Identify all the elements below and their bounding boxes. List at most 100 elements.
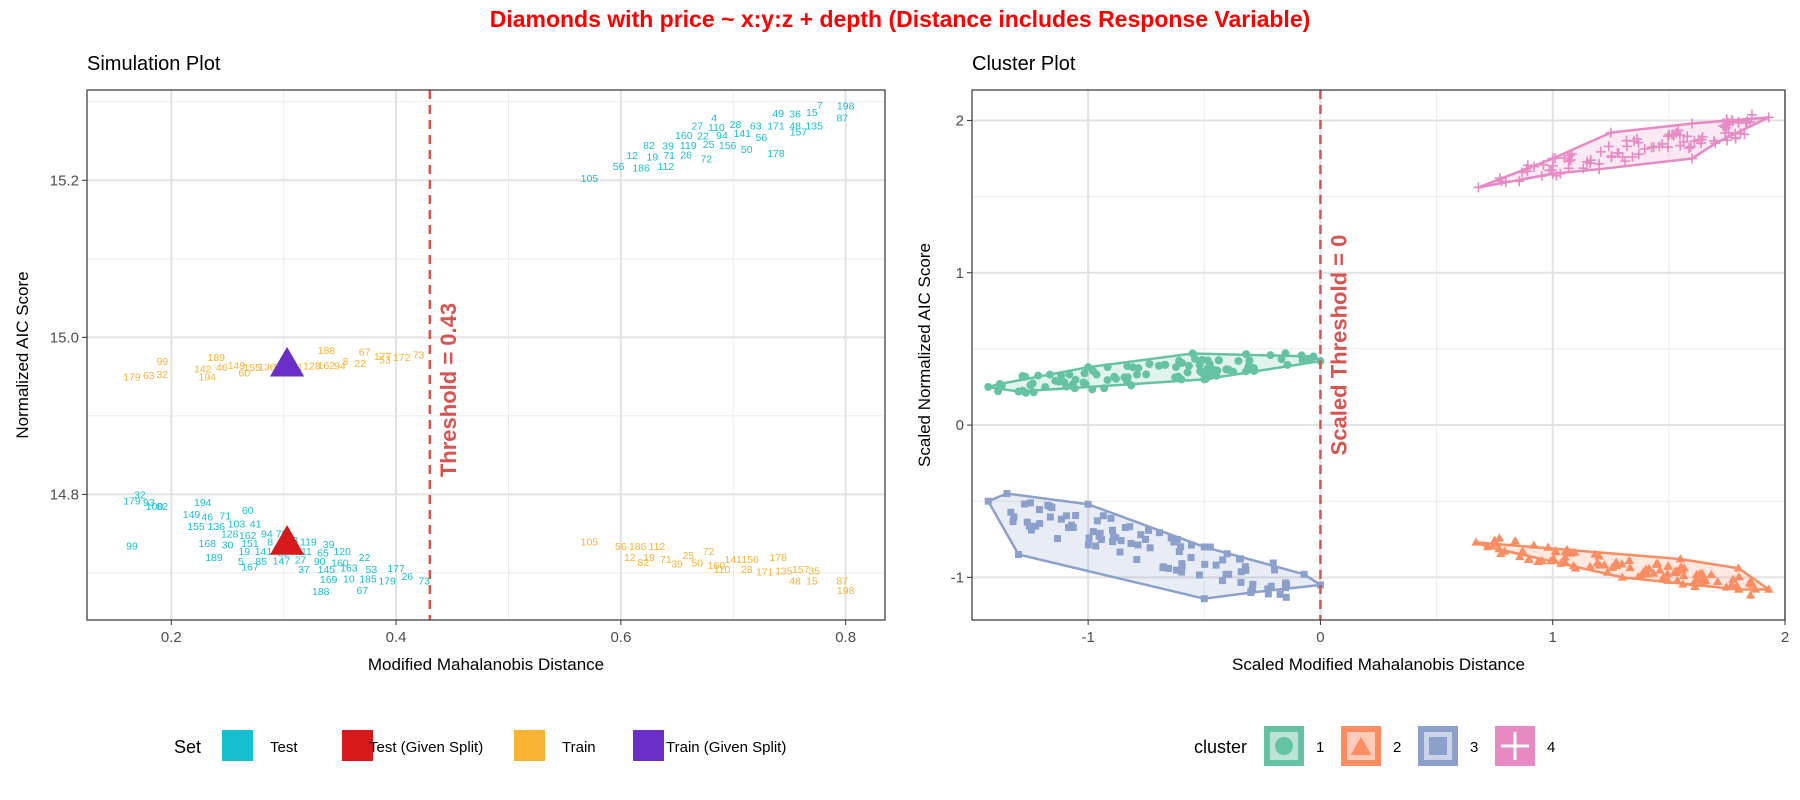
point-label: 82 [643, 140, 655, 152]
cluster-point [1084, 541, 1092, 549]
cluster-point [1642, 568, 1652, 578]
cluster-point [1045, 370, 1054, 379]
cluster-point [1165, 564, 1173, 572]
point-label: 149 [228, 360, 246, 372]
cluster-hull [987, 492, 1322, 600]
cluster-point [1133, 556, 1141, 564]
cluster-point [1750, 584, 1760, 593]
cluster-point [1034, 371, 1043, 380]
x-tick-label: 0.2 [161, 629, 182, 646]
cluster-point [1084, 500, 1092, 508]
cluster-point [1177, 375, 1186, 384]
cluster-point [1641, 564, 1651, 573]
point-label: 112 [648, 541, 665, 553]
point-label: 99 [156, 356, 168, 368]
cluster-point [1103, 363, 1112, 372]
plot-border [86, 89, 886, 621]
point-label: 99 [126, 540, 138, 552]
cluster-point [1021, 388, 1030, 397]
cluster-point [1201, 560, 1209, 568]
point-label: 26 [680, 149, 692, 161]
point-label: 194 [194, 497, 212, 509]
point-label: 171 [767, 120, 785, 132]
cluster-point [1120, 373, 1129, 382]
point-label: 39 [662, 141, 674, 153]
cluster-point [1215, 356, 1224, 365]
y-tick-label: 15.0 [50, 329, 79, 346]
cluster-point [1026, 499, 1034, 507]
cluster-point [1021, 372, 1030, 381]
cluster-point [1183, 368, 1192, 377]
cluster-point [1696, 576, 1707, 586]
cluster-point [1206, 371, 1215, 380]
x-tick-label: 0.8 [835, 629, 856, 646]
cluster-point [1316, 581, 1324, 589]
cluster-point [1219, 556, 1227, 564]
point-label: 119 [680, 140, 697, 152]
point-label: 177 [374, 351, 392, 363]
point-label: 12 [624, 552, 636, 564]
cluster-point [1212, 561, 1220, 569]
cluster-point [1171, 373, 1180, 382]
point-label: 163 [340, 562, 358, 574]
cluster-point [1096, 529, 1104, 537]
point-label: 39 [671, 558, 683, 570]
cluster-point [1175, 548, 1183, 556]
point-label: 156 [741, 554, 759, 566]
cluster-point [1496, 548, 1506, 558]
point-label: 53 [379, 354, 391, 366]
point-label: 135 [775, 566, 793, 578]
cluster-point [1242, 350, 1251, 359]
cluster-point [1570, 563, 1581, 572]
cluster-point [1132, 370, 1141, 379]
cluster-point [1560, 557, 1570, 566]
point-label: 63 [750, 120, 762, 132]
cluster-point [1126, 523, 1134, 531]
point-label: 189 [205, 552, 223, 564]
plot-border [971, 89, 1786, 621]
point-label: 105 [581, 536, 599, 548]
point-label: 141 [725, 554, 743, 566]
point-label: 162 [318, 360, 336, 372]
point-label: 32 [134, 489, 146, 501]
y-axis-label: Normalized AIC Score [13, 271, 32, 438]
cluster-point [1175, 356, 1184, 365]
cluster-point [1100, 384, 1109, 393]
cluster-point [1109, 526, 1117, 534]
cluster-point [1543, 542, 1553, 551]
panel-title: Cluster Plot [972, 53, 1076, 75]
legend-label: Test [270, 739, 298, 756]
point-label: 22 [354, 358, 366, 370]
cluster-point [1602, 567, 1613, 576]
legend-label: 2 [1393, 739, 1401, 756]
cluster-point [1663, 575, 1673, 584]
point-label: 94 [716, 130, 728, 142]
point-label: 50 [741, 144, 753, 156]
cluster-point [1035, 506, 1043, 514]
cluster-point [1695, 568, 1705, 578]
cluster-point [1029, 388, 1038, 397]
y-tick-label: 0 [956, 417, 964, 434]
point-label: 198 [837, 101, 855, 113]
x-tick-label: 1 [1549, 629, 1557, 646]
cluster-point [1103, 376, 1112, 385]
point-label: 186 [632, 163, 650, 175]
cluster-point [1592, 558, 1602, 567]
point-label: 110 [708, 122, 725, 134]
point-label: 19 [643, 552, 655, 564]
point-label: 22 [697, 131, 709, 143]
cluster-point [1068, 380, 1077, 389]
point-label: 71 [660, 554, 672, 566]
cluster-point [995, 379, 1004, 388]
point-label: 179 [378, 576, 396, 588]
cluster-point [1636, 571, 1647, 580]
point-label: 110 [714, 564, 731, 576]
legend: cluster 1 2 3 4 [1194, 726, 1555, 766]
cluster-point [1085, 534, 1093, 542]
cluster-point [1065, 523, 1073, 531]
cluster-point [1712, 576, 1723, 586]
cluster-point [1127, 539, 1135, 547]
point-label: 87 [836, 576, 848, 588]
cluster-point [1167, 534, 1175, 542]
point-label: 135 [805, 120, 823, 132]
